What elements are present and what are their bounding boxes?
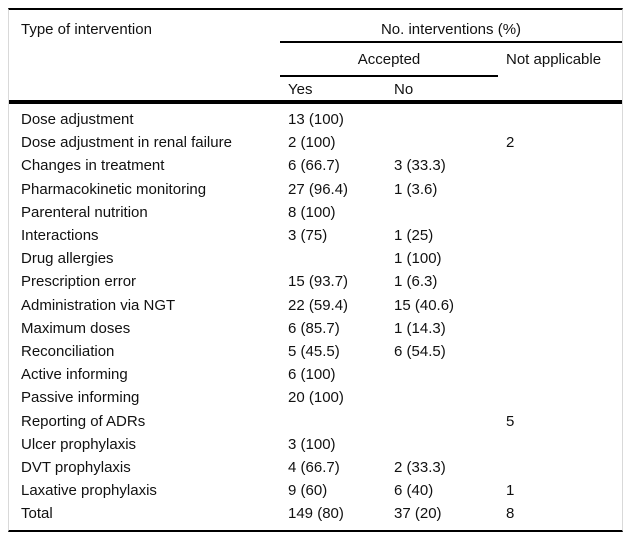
cell-no: 37 (20)	[394, 505, 442, 523]
row-label: Dose adjustment in renal failure	[21, 134, 232, 152]
cell-yes: 6 (66.7)	[288, 157, 340, 175]
table-row: Pharmacokinetic monitoring 27 (96.4) 1 (…	[9, 178, 622, 201]
row-label: Prescription error	[21, 273, 137, 291]
row-label: Interactions	[21, 227, 99, 245]
cell-no: 1 (6.3)	[394, 273, 438, 291]
row-label: Administration via NGT	[21, 296, 176, 314]
row-label: Parenteral nutrition	[21, 203, 148, 221]
cell-no: 1 (3.6)	[394, 180, 438, 198]
table-row: Ulcer prophylaxis 3 (100)	[9, 433, 622, 456]
accepted-header: Accepted	[357, 51, 421, 68]
cell-yes: 3 (75)	[288, 227, 328, 245]
cell-no: 1 (25)	[394, 227, 434, 245]
table-row: Passive informing 20 (100)	[9, 386, 622, 409]
row-label: Laxative prophylaxis	[21, 482, 157, 500]
not-applicable-header: Not applicable	[506, 51, 602, 68]
cell-yes: 15 (93.7)	[288, 273, 349, 291]
table-row: Active informing 6 (100)	[9, 363, 622, 386]
table-row: Reporting of ADRs 5	[9, 409, 622, 432]
cell-no: 1 (14.3)	[394, 319, 446, 337]
row-label: Maximum doses	[21, 319, 131, 337]
cell-yes: 20 (100)	[288, 389, 344, 407]
row-label: Passive informing	[21, 389, 140, 407]
cell-yes: 22 (59.4)	[288, 296, 349, 314]
cell-no: 3 (33.3)	[394, 157, 446, 175]
type-of-intervention-header: Type of intervention	[21, 21, 152, 38]
no-column-header: No	[394, 81, 414, 98]
table-row: Maximum doses 6 (85.7) 1 (14.3)	[9, 317, 622, 340]
cell-na: 8	[506, 505, 515, 523]
row-label: Total	[21, 505, 53, 523]
cell-yes: 4 (66.7)	[288, 458, 340, 476]
cell-yes: 8 (100)	[288, 203, 336, 221]
cell-na: 5	[506, 412, 515, 430]
cell-no: 1 (100)	[394, 250, 442, 268]
row-label: Ulcer prophylaxis	[21, 435, 137, 453]
cell-no: 6 (54.5)	[394, 342, 446, 360]
table-body: Dose adjustment 13 (100) Dose adjustment…	[9, 104, 622, 529]
cell-yes: 6 (100)	[288, 366, 336, 384]
intervention-table: Type of intervention No. interventions (…	[8, 8, 623, 532]
row-label: Dose adjustment	[21, 111, 134, 129]
no-interventions-group-header: No. interventions (%)	[380, 21, 522, 38]
row-label: Reconciliation	[21, 342, 115, 360]
group-header-rule	[280, 41, 622, 43]
cell-no: 6 (40)	[394, 482, 434, 500]
cell-yes: 27 (96.4)	[288, 180, 349, 198]
cell-no: 2 (33.3)	[394, 458, 446, 476]
table-row: Dose adjustment 13 (100)	[9, 108, 622, 131]
row-label: Reporting of ADRs	[21, 412, 146, 430]
cell-na: 2	[506, 134, 515, 152]
yes-column-header: Yes	[288, 81, 313, 98]
cell-yes: 13 (100)	[288, 111, 344, 129]
table-row: Parenteral nutrition 8 (100)	[9, 201, 622, 224]
table-row: Drug allergies 1 (100)	[9, 247, 622, 270]
cell-yes: 2 (100)	[288, 134, 336, 152]
table-row: DVT prophylaxis 4 (66.7) 2 (33.3)	[9, 456, 622, 479]
row-label: Drug allergies	[21, 250, 114, 268]
row-label: Pharmacokinetic monitoring	[21, 180, 207, 198]
table-row: Administration via NGT 22 (59.4) 15 (40.…	[9, 294, 622, 317]
table-row: Interactions 3 (75) 1 (25)	[9, 224, 622, 247]
table-row: Total 149 (80) 37 (20) 8	[9, 502, 622, 525]
cell-yes: 9 (60)	[288, 482, 328, 500]
row-label: Active informing	[21, 366, 128, 384]
cell-yes: 149 (80)	[288, 505, 344, 523]
cell-na: 1	[506, 482, 515, 500]
table-row: Reconciliation 5 (45.5) 6 (54.5)	[9, 340, 622, 363]
cell-yes: 5 (45.5)	[288, 342, 340, 360]
row-label: Changes in treatment	[21, 157, 165, 175]
cell-no: 15 (40.6)	[394, 296, 455, 314]
cell-yes: 3 (100)	[288, 435, 336, 453]
table-row: Changes in treatment 6 (66.7) 3 (33.3)	[9, 154, 622, 177]
cell-yes: 6 (85.7)	[288, 319, 340, 337]
accepted-header-rule	[280, 75, 498, 77]
table-header: Type of intervention No. interventions (…	[9, 10, 622, 104]
table-row: Dose adjustment in renal failure 2 (100)…	[9, 131, 622, 154]
row-label: DVT prophylaxis	[21, 458, 131, 476]
table-row: Laxative prophylaxis 9 (60) 6 (40) 1	[9, 479, 622, 502]
table-row: Prescription error 15 (93.7) 1 (6.3)	[9, 270, 622, 293]
